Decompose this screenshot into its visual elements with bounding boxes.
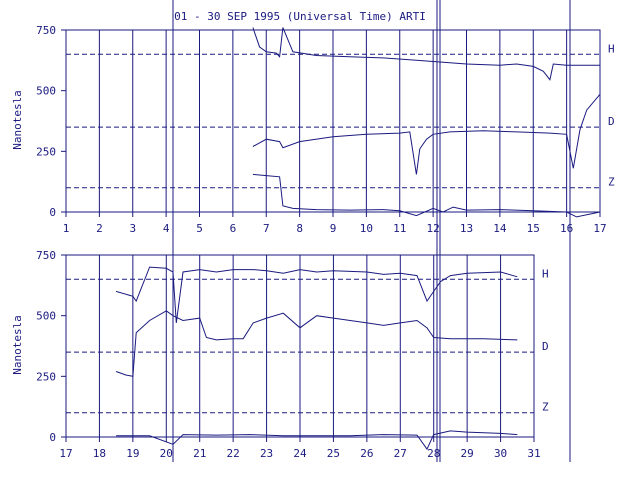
x-tick-label: 7	[263, 222, 270, 235]
bottom-y-axis-label: Nanotesla	[11, 315, 24, 375]
series-z-line	[252, 173, 601, 218]
x-tick-label: 16	[560, 222, 573, 235]
y-tick-label: 0	[49, 206, 56, 219]
y-tick-label: 250	[36, 145, 56, 158]
x-tick-label: 2	[96, 222, 103, 235]
x-tick-label: 29	[461, 447, 474, 460]
component-label-h: H	[542, 267, 549, 280]
y-tick-label: 750	[36, 24, 56, 37]
x-tick-label: 24	[293, 447, 307, 460]
series-h-line	[252, 27, 600, 81]
x-tick-label: 31	[527, 447, 540, 460]
x-tick-label: 8	[296, 222, 303, 235]
x-tick-label: 20	[160, 447, 173, 460]
x-tick-label: 17	[593, 222, 606, 235]
series-d-line	[115, 310, 518, 377]
component-label-d: D	[608, 115, 615, 128]
x-tick-label: 12	[427, 222, 440, 235]
series-d-line	[252, 93, 601, 175]
x-tick-label: 26	[360, 447, 373, 460]
x-tick-label: 22	[227, 447, 240, 460]
x-tick-label: 30	[494, 447, 507, 460]
x-tick-label: 21	[193, 447, 206, 460]
x-tick-label: 14	[493, 222, 507, 235]
x-tick-label: 6	[230, 222, 237, 235]
chart-title: 01 - 30 SEP 1995 (Universal Time) ARTI	[174, 10, 426, 23]
x-tick-label: 13	[460, 222, 473, 235]
top-y-axis-label: Nanotesla	[11, 90, 24, 150]
x-tick-label: 4	[163, 222, 170, 235]
y-tick-label: 250	[36, 370, 56, 383]
x-tick-label: 10	[360, 222, 373, 235]
y-tick-label: 0	[49, 431, 56, 444]
component-label-z: Z	[542, 401, 549, 414]
x-tick-label: 9	[330, 222, 337, 235]
x-tick-label: 27	[394, 447, 407, 460]
x-tick-label: 28	[427, 447, 440, 460]
y-tick-label: 500	[36, 310, 56, 323]
y-tick-label: 500	[36, 85, 56, 98]
panel-bottom: H D Z 0 250 500 750 17 18 19 20 21 22 23 24 25 26 27 28 29 3…	[36, 249, 549, 460]
x-tick-label: 25	[327, 447, 340, 460]
component-label-h: H	[608, 42, 615, 55]
x-tick-label: 18	[93, 447, 106, 460]
x-tick-label: 19	[126, 447, 139, 460]
x-tick-label: 3	[129, 222, 136, 235]
x-tick-label: 1	[63, 222, 70, 235]
x-tick-label: 17	[59, 447, 72, 460]
series-z-line	[116, 430, 518, 451]
x-tick-label: 11	[393, 222, 406, 235]
x-tick-label: 15	[527, 222, 540, 235]
series-h-line	[115, 266, 518, 323]
component-label-z: Z	[608, 176, 615, 189]
x-tick-label: 5	[196, 222, 203, 235]
component-label-d: D	[542, 340, 549, 353]
y-tick-label: 750	[36, 249, 56, 262]
x-tick-label: 23	[260, 447, 273, 460]
